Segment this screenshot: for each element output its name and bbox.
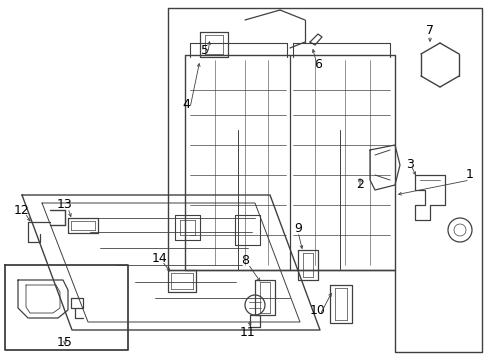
Text: 11: 11 (240, 325, 255, 338)
Text: 13: 13 (57, 198, 73, 211)
Text: 15: 15 (57, 336, 73, 348)
Text: 9: 9 (293, 221, 301, 234)
Text: 12: 12 (14, 203, 30, 216)
Text: 6: 6 (313, 58, 321, 72)
Text: 10: 10 (309, 303, 325, 316)
Text: 7: 7 (425, 23, 433, 36)
Text: 4: 4 (182, 99, 189, 112)
Text: 14: 14 (152, 252, 167, 265)
Text: 2: 2 (355, 179, 363, 192)
Text: 5: 5 (201, 44, 208, 57)
Text: 3: 3 (405, 158, 413, 171)
Text: 1: 1 (465, 168, 473, 181)
Text: 8: 8 (241, 253, 248, 266)
